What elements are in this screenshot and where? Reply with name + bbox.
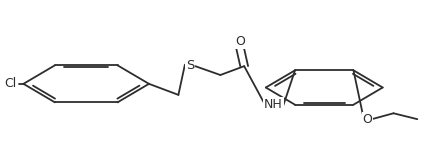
Text: S: S <box>186 59 194 72</box>
Text: O: O <box>235 35 245 48</box>
Text: Cl: Cl <box>5 77 17 90</box>
Text: O: O <box>363 113 372 126</box>
Text: NH: NH <box>264 98 283 111</box>
